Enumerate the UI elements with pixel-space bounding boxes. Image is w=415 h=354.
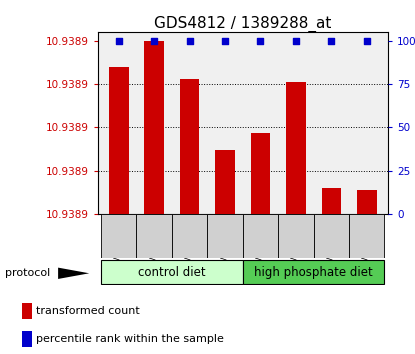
Bar xyxy=(243,260,384,285)
Bar xyxy=(101,214,137,258)
Bar xyxy=(322,188,341,214)
Point xyxy=(257,38,264,44)
Point xyxy=(364,38,370,44)
Text: transformed count: transformed count xyxy=(36,306,140,316)
Bar xyxy=(243,214,278,258)
Bar xyxy=(22,303,32,319)
Text: protocol: protocol xyxy=(5,268,50,278)
Bar xyxy=(144,41,164,214)
Point xyxy=(222,38,228,44)
Bar xyxy=(251,132,270,214)
Point xyxy=(151,38,158,44)
Bar xyxy=(278,214,314,258)
Point xyxy=(293,38,299,44)
Text: percentile rank within the sample: percentile rank within the sample xyxy=(36,334,224,344)
Bar xyxy=(357,190,376,214)
Point xyxy=(186,38,193,44)
Bar xyxy=(349,214,384,258)
Title: GDS4812 / 1389288_at: GDS4812 / 1389288_at xyxy=(154,16,332,32)
Text: control diet: control diet xyxy=(138,266,206,279)
Point xyxy=(115,38,122,44)
Bar xyxy=(137,214,172,258)
Bar xyxy=(22,331,32,347)
Bar xyxy=(172,214,208,258)
Bar xyxy=(109,67,129,214)
Bar xyxy=(286,82,306,214)
Text: high phosphate diet: high phosphate diet xyxy=(254,266,373,279)
Bar xyxy=(208,214,243,258)
Polygon shape xyxy=(58,268,89,279)
Bar xyxy=(101,260,243,285)
Point xyxy=(328,38,334,44)
Bar xyxy=(215,150,235,214)
Bar xyxy=(314,214,349,258)
Bar xyxy=(180,79,199,214)
